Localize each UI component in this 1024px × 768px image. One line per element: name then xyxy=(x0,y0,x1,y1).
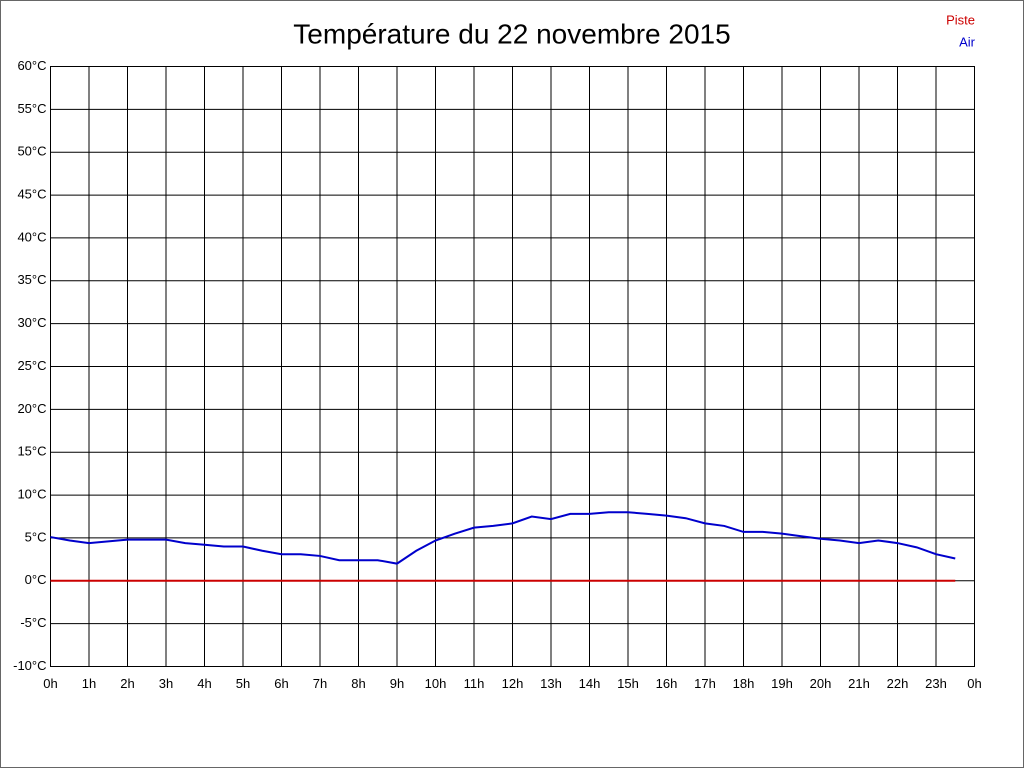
y-tick-label: 5°C xyxy=(25,529,47,544)
x-tick-label: 13h xyxy=(540,676,562,691)
x-tick-label: 5h xyxy=(236,676,250,691)
x-tick-label: 22h xyxy=(887,676,909,691)
y-tick-label: 40°C xyxy=(17,229,46,244)
data-line xyxy=(50,511,956,565)
y-tick-label: 20°C xyxy=(17,401,46,416)
legend-entry: Air xyxy=(959,34,976,49)
x-tick-label: 0h xyxy=(967,676,981,691)
x-tick-label: 15h xyxy=(617,676,639,691)
y-tick-label: 60°C xyxy=(17,58,46,73)
y-tick-label: 30°C xyxy=(17,315,46,330)
x-tick-label: 9h xyxy=(390,676,404,691)
legend-entry: Piste xyxy=(946,12,975,27)
y-tick-label: 45°C xyxy=(17,187,46,202)
x-tick-label: 19h xyxy=(771,676,793,691)
x-tick-label: 6h xyxy=(274,676,288,691)
x-tick-label: 21h xyxy=(848,676,870,691)
x-tick-label: 16h xyxy=(656,676,678,691)
y-tick-label: 35°C xyxy=(17,272,46,287)
chart-title: Température du 22 novembre 2015 xyxy=(293,18,730,49)
y-tick-label: 25°C xyxy=(17,358,46,373)
y-tick-label: -10°C xyxy=(13,658,46,673)
x-tick-label: 3h xyxy=(159,676,173,691)
x-tick-label: 7h xyxy=(313,676,327,691)
x-tick-label: 1h xyxy=(82,676,96,691)
y-tick-label: -5°C xyxy=(20,615,46,630)
x-tick-label: 20h xyxy=(810,676,832,691)
y-tick-label: 55°C xyxy=(17,101,46,116)
x-tick-label: 4h xyxy=(197,676,211,691)
x-tick-label: 23h xyxy=(925,676,947,691)
x-tick-label: 10h xyxy=(425,676,447,691)
y-tick-label: 10°C xyxy=(17,487,46,502)
y-tick-label: 15°C xyxy=(17,444,46,459)
x-tick-label: 14h xyxy=(579,676,601,691)
x-tick-label: 18h xyxy=(733,676,755,691)
y-tick-label: 0°C xyxy=(25,572,47,587)
x-tick-label: 0h xyxy=(43,676,57,691)
x-tick-label: 12h xyxy=(502,676,524,691)
x-tick-label: 2h xyxy=(120,676,134,691)
x-tick-label: 8h xyxy=(351,676,365,691)
x-tick-label: 11h xyxy=(464,676,485,691)
x-tick-label: 17h xyxy=(694,676,716,691)
y-tick-label: 50°C xyxy=(17,144,46,159)
